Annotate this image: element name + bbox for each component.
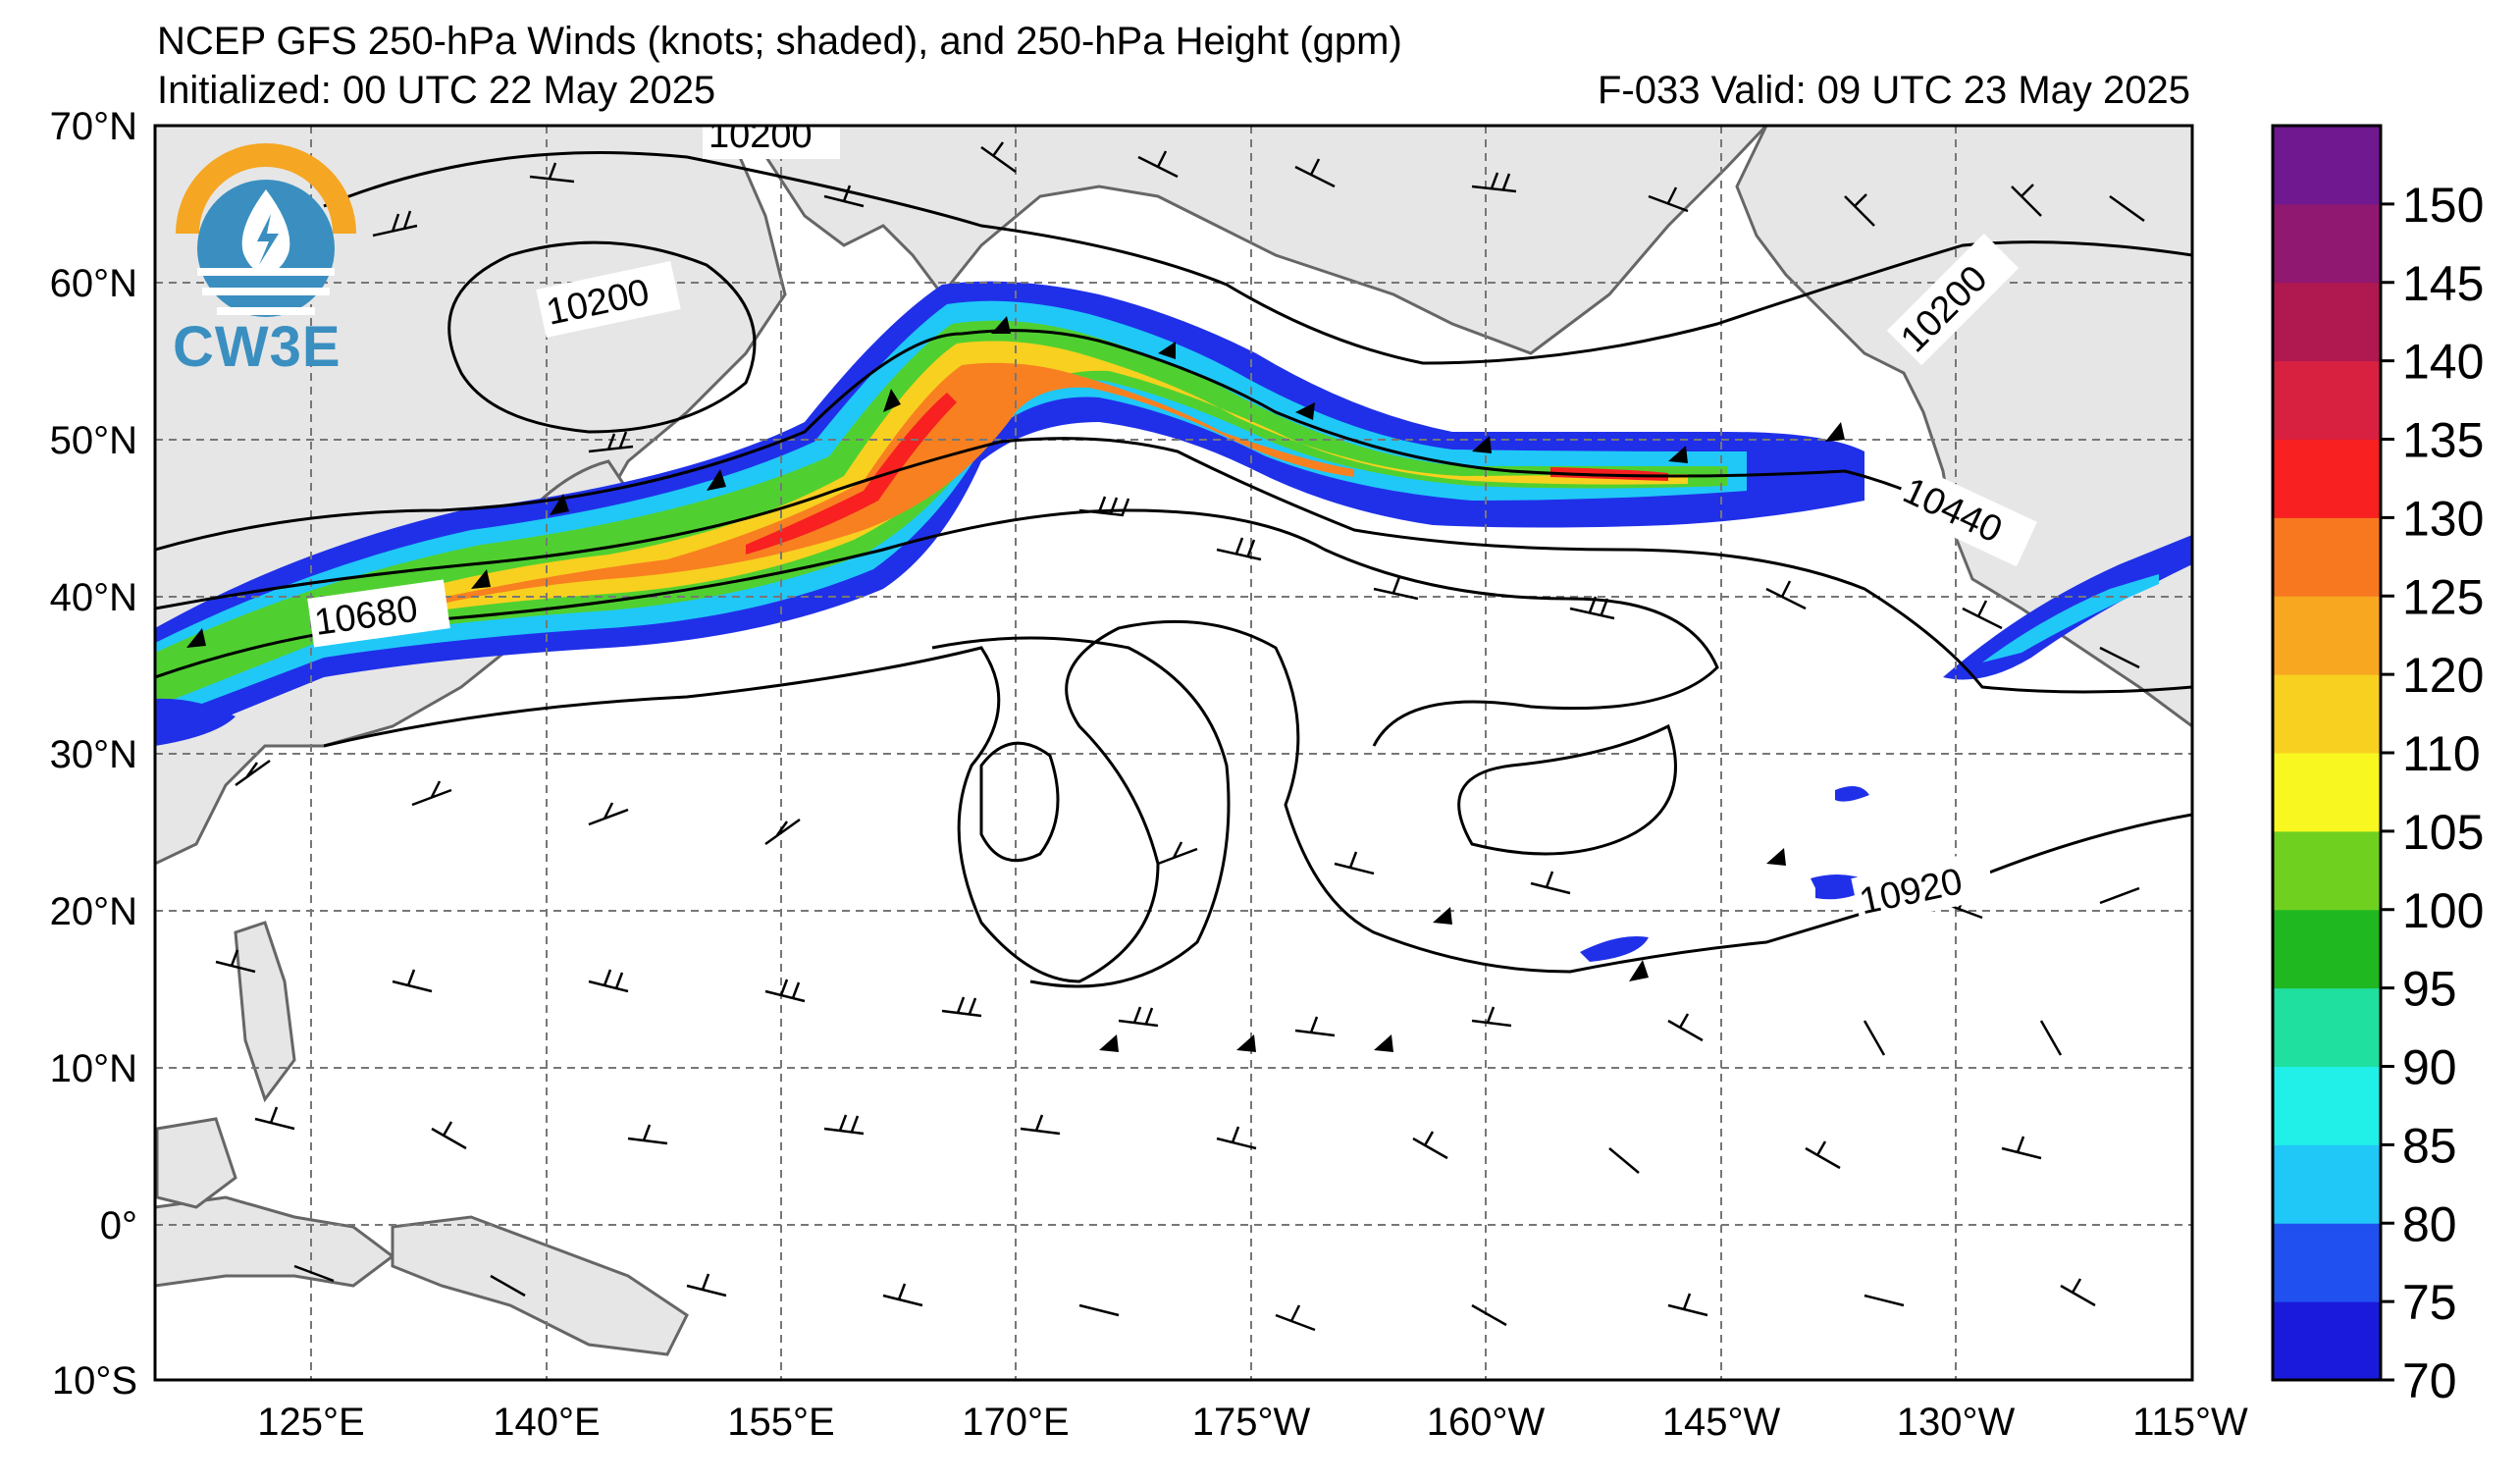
- colorbar-tick-label: 75: [2402, 1275, 2457, 1330]
- lon-tick: 170°E: [962, 1401, 1069, 1444]
- lon-tick: 160°W: [1427, 1401, 1546, 1444]
- wind-barbs: [215, 141, 2145, 1332]
- lon-tick: 145°W: [1662, 1401, 1781, 1444]
- lat-tick: 10°N: [50, 1047, 137, 1090]
- contour-10680: [155, 508, 1719, 747]
- jet-band-85kt: [155, 300, 1747, 721]
- wind-blob-4: [1835, 786, 1869, 802]
- plot-frame: [153, 124, 2194, 1382]
- contour-label: 10200: [709, 115, 813, 156]
- cw3e-logo-icon: [176, 143, 356, 317]
- lat-tick: 50°N: [50, 419, 137, 462]
- colorbar-tick-label: 85: [2402, 1118, 2457, 1173]
- lon-tick: 115°W: [2132, 1401, 2248, 1444]
- wind-barb-flags: [186, 316, 1845, 1052]
- land-maritime: [155, 1195, 395, 1288]
- land-new-guinea: [391, 1215, 689, 1356]
- land-north-america: [1735, 126, 2192, 728]
- cw3e-logo-text: CW3E: [173, 315, 341, 379]
- colorbar-tick-label: 105: [2402, 805, 2484, 860]
- height-contours: [155, 151, 2192, 988]
- colorbar-swatch: [2273, 517, 2381, 597]
- lat-tick: 20°N: [50, 890, 137, 933]
- lon-tick: 125°E: [257, 1401, 364, 1444]
- colorbar-swatch: [2273, 1066, 2381, 1145]
- lon-tick: 130°W: [1897, 1401, 2016, 1444]
- jet-band-110kt: [324, 341, 1688, 628]
- jet-west-blob: [155, 698, 236, 746]
- lat-tick: 0°: [100, 1204, 137, 1247]
- lon-tick-labels: 125°E 140°E 155°E 170°E 175°W 160°W 145°…: [257, 1401, 2248, 1444]
- colorbar-swatch: [2273, 909, 2381, 989]
- colorbar-swatch: [2273, 1223, 2381, 1302]
- colorbar-tick-label: 90: [2402, 1040, 2457, 1095]
- colorbar-tick-label: 125: [2402, 569, 2484, 624]
- contour-10920-east: [1457, 723, 1677, 856]
- lon-tick: 155°E: [727, 1401, 834, 1444]
- colorbar-swatch: [2273, 596, 2381, 675]
- contour-south: [931, 636, 1231, 988]
- colorbar-tick-label: 120: [2402, 648, 2484, 703]
- colorbar-tick-label: 100: [2402, 883, 2484, 938]
- contour-10200-low: [447, 240, 757, 434]
- colorbar-tick-label: 140: [2402, 335, 2484, 390]
- colorbar-tick-label: 110: [2402, 726, 2481, 781]
- colorbar: 70 75 80 85 90 95 100 105 110 120 125 130 135 140 145 1…: [2271, 124, 2484, 1408]
- colorbar-swatch: [2273, 360, 2381, 440]
- lat-tick: 40°N: [50, 576, 137, 619]
- lat-tick: 70°N: [50, 105, 137, 148]
- init-time: Initialized: 00 UTC 22 May 2025: [157, 69, 716, 112]
- contour-10200-north: [323, 151, 2192, 365]
- graticule: [155, 126, 2192, 1380]
- land-borneo: [155, 1117, 237, 1209]
- lat-tick-labels: 70°N 60°N 50°N 40°N 30°N 20°N 10°N 0° 10…: [50, 105, 137, 1403]
- lat-tick: 10°S: [52, 1359, 137, 1403]
- land-philippines: [234, 921, 296, 1103]
- colorbar-tick-label: 150: [2402, 178, 2484, 233]
- lon-tick: 140°E: [493, 1401, 600, 1444]
- colorbar-swatch: [2273, 282, 2381, 362]
- colorbar-swatch: [2273, 753, 2381, 832]
- wind-blob-1: [1580, 936, 1649, 962]
- map-title: NCEP GFS 250-hPa Winds (knots; shaded), …: [157, 20, 1402, 63]
- colorbar-tick-label: 130: [2402, 491, 2484, 546]
- jet-east-pacific-inner: [1982, 574, 2159, 662]
- land-alaska-russia: [744, 126, 1769, 355]
- contour-10440: [155, 329, 1983, 552]
- colorbar-swatch: [2273, 830, 2381, 911]
- colorbar-swatch: [2273, 987, 2381, 1067]
- contour-10560: [155, 437, 2192, 694]
- colorbar-tick-label: 135: [2402, 413, 2484, 468]
- colorbar-tick-label: 145: [2402, 256, 2484, 311]
- valid-time: F-033 Valid: 09 UTC 23 May 2025: [1597, 69, 2190, 112]
- colorbar-swatch: [2273, 126, 2381, 205]
- colorbar-tick-label: 70: [2402, 1353, 2457, 1408]
- colorbar-tick-label: 80: [2402, 1196, 2457, 1251]
- colorbar-swatch: [2273, 439, 2381, 518]
- contour-10800: [323, 619, 2192, 983]
- jet-core-135kt: [746, 393, 957, 555]
- lon-tick: 175°W: [1192, 1401, 1311, 1444]
- lat-tick: 30°N: [50, 733, 137, 776]
- colorbar-swatch: [2273, 1144, 2381, 1224]
- colorbar-swatch: [2273, 674, 2381, 754]
- lat-tick: 60°N: [50, 262, 137, 305]
- colorbar-tick-label: 95: [2402, 962, 2457, 1017]
- colorbar-swatch: [2273, 1301, 2381, 1381]
- colorbar-swatch: [2273, 203, 2381, 284]
- jet-east-pacific: [1943, 535, 2192, 680]
- contour-10920: [979, 741, 1060, 863]
